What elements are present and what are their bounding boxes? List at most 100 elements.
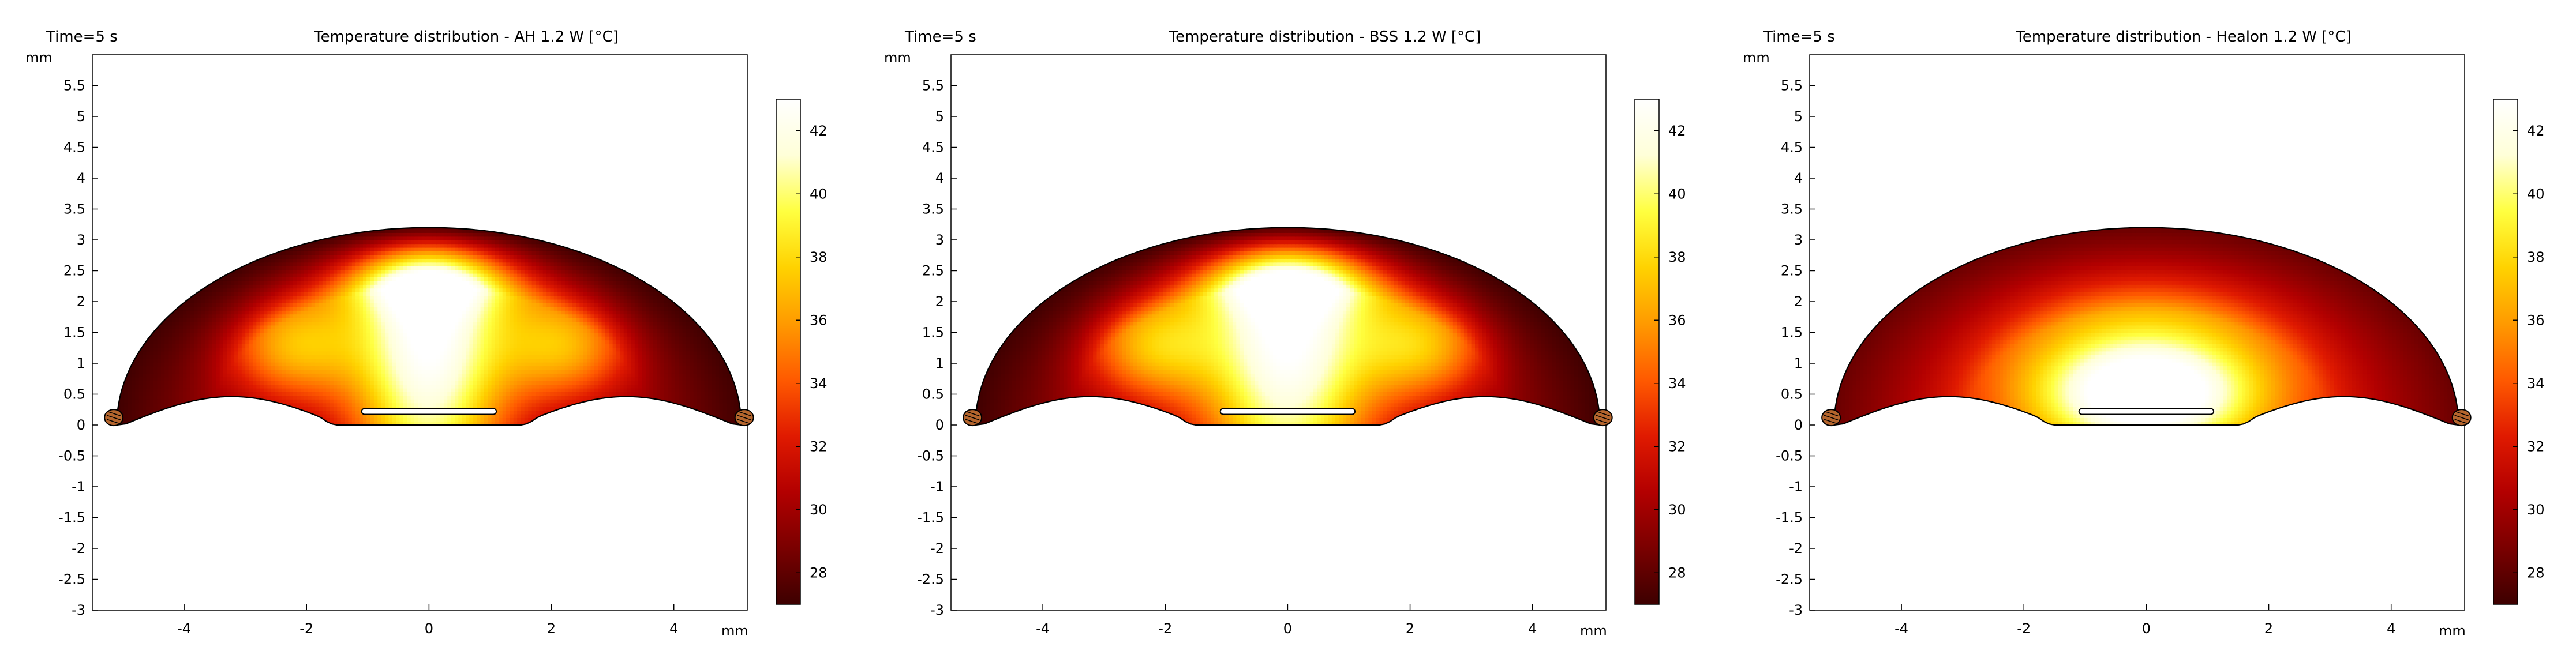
chart-title: Temperature distribution - AH 1.2 W [°C] xyxy=(313,28,619,46)
chart-panel-1: 5.5 5 4.5 4 3.5 3 2.5 2 1.5 1 0.5 0 -0.5 -1 -1.5 -2 -2.5… xyxy=(0,0,859,662)
y-tick-label: -0.5 xyxy=(58,448,85,464)
y-tick-label: 2.5 xyxy=(922,263,944,279)
y-tick-label: 1 xyxy=(935,355,944,371)
y-tick-label: 2 xyxy=(77,294,85,310)
dome-outline xyxy=(1833,227,2459,426)
x-tick-label: -2 xyxy=(2017,620,2031,637)
y-tick-label: -2.5 xyxy=(58,571,85,588)
x-tick-label: -2 xyxy=(1158,620,1172,637)
heater-probe xyxy=(1219,408,1356,415)
y-tick-label: 5 xyxy=(935,108,944,125)
chart-title: Temperature distribution - BSS 1.2 W [°C… xyxy=(1169,28,1481,46)
x-tick-label: 0 xyxy=(2142,620,2151,637)
y-tick-label: 4.5 xyxy=(1781,140,1803,156)
time-label: Time=5 s xyxy=(46,28,118,46)
colorbar xyxy=(1634,99,1660,605)
temperature-field xyxy=(117,227,742,425)
colorbar-tick-label: 28 xyxy=(810,565,828,581)
colorbar-tick-label: 30 xyxy=(810,502,828,518)
y-tick-label: -3 xyxy=(72,602,85,618)
y-unit-label: mm xyxy=(1743,50,1770,66)
x-tick-label: 4 xyxy=(1528,620,1537,637)
x-tick-label: -4 xyxy=(177,620,191,637)
x-tick-label: 0 xyxy=(1283,620,1292,637)
y-tick-label: 1.5 xyxy=(1781,325,1803,341)
y-tick-label: 5 xyxy=(77,108,85,125)
right-port xyxy=(734,409,754,427)
chart-panel-2: 5.5 5 4.5 4 3.5 3 2.5 2 1.5 1 0.5 0 -0.5 -1 -1.5 -2 -2.5… xyxy=(859,0,1717,662)
chart-panel-3: 5.5 5 4.5 4 3.5 3 2.5 2 1.5 1 0.5 0 -0.5 -1 -1.5 -2 -2.5… xyxy=(1717,0,2576,662)
y-unit-label: mm xyxy=(25,50,53,66)
colorbar-tick-label: 42 xyxy=(810,123,828,139)
x-tick-label: -4 xyxy=(1036,620,1050,637)
y-tick-label: 3 xyxy=(935,232,944,248)
y-tick-label: 1 xyxy=(77,355,85,371)
colorbar-tick-label: 32 xyxy=(1668,438,1686,454)
y-tick-label: 2 xyxy=(1794,294,1803,310)
x-tick-label: -2 xyxy=(299,620,313,637)
y-tick-label: 3.5 xyxy=(63,201,85,217)
chart-svg: 5.5 5 4.5 4 3.5 3 2.5 2 1.5 1 0.5 0 -0.5 -1 -1.5 -2 -2.5… xyxy=(25,28,828,639)
y-tick-label: 2.5 xyxy=(63,263,85,279)
colorbar xyxy=(2493,99,2518,605)
colorbar-tick-label: 28 xyxy=(1668,565,1686,581)
y-tick-label: 3.5 xyxy=(922,201,944,217)
colorbar-tick-label: 30 xyxy=(1668,502,1686,518)
y-unit-label: mm xyxy=(884,50,911,66)
colorbar-tick-label: 34 xyxy=(810,375,828,392)
x-tick-label: 2 xyxy=(547,620,556,637)
y-tick-label: 2 xyxy=(935,294,944,310)
heater-probe xyxy=(361,408,497,415)
y-tick-label: 3 xyxy=(1794,232,1803,248)
colorbar xyxy=(776,99,801,605)
colorbar-tick-label: 36 xyxy=(2527,312,2545,328)
y-tick-label: -3 xyxy=(930,602,944,618)
y-tick-label: 1.5 xyxy=(63,325,85,341)
y-tick-label: 4.5 xyxy=(922,140,944,156)
y-tick-label: -1 xyxy=(72,479,85,495)
y-tick-label: -1 xyxy=(1789,479,1803,495)
temperature-field xyxy=(975,227,1600,425)
chart-svg: 5.5 5 4.5 4 3.5 3 2.5 2 1.5 1 0.5 0 -0.5 -1 -1.5 -2 -2.5… xyxy=(1743,28,2545,639)
y-tick-label: -2 xyxy=(1789,540,1803,556)
colorbar-tick-label: 28 xyxy=(2527,565,2545,581)
left-port xyxy=(104,409,124,427)
colorbar-tick-label: 36 xyxy=(1668,312,1686,328)
colorbar-tick-label: 30 xyxy=(2527,502,2545,518)
y-tick-label: -2 xyxy=(72,540,85,556)
y-tick-label: 0 xyxy=(935,417,944,433)
chart-svg: 5.5 5 4.5 4 3.5 3 2.5 2 1.5 1 0.5 0 -0.5 -1 -1.5 -2 -2.5… xyxy=(884,28,1686,639)
x-tick-label: 4 xyxy=(669,620,678,637)
heater-probe xyxy=(2078,408,2215,415)
right-port xyxy=(1593,409,1613,427)
colorbar-tick-label: 40 xyxy=(810,186,828,202)
chart-title: Temperature distribution - Healon 1.2 W … xyxy=(2015,28,2351,46)
y-tick-label: 1.5 xyxy=(922,325,944,341)
colorbar-tick-label: 34 xyxy=(1668,375,1686,392)
y-tick-label: -1.5 xyxy=(1776,510,1803,526)
y-tick-label: -1.5 xyxy=(917,510,944,526)
colorbar-tick-label: 32 xyxy=(2527,438,2545,454)
y-tick-label: 2.5 xyxy=(1781,263,1803,279)
y-tick-label: 4 xyxy=(935,170,944,186)
y-tick-label: -1.5 xyxy=(58,510,85,526)
colorbar-tick-label: 42 xyxy=(2527,123,2545,139)
y-tick-label: 3.5 xyxy=(1781,201,1803,217)
colorbar-tick-label: 38 xyxy=(2527,249,2545,265)
y-tick-label: -3 xyxy=(1789,602,1803,618)
colorbar-tick-label: 32 xyxy=(810,438,828,454)
y-tick-label: 3 xyxy=(77,232,85,248)
x-tick-label: 4 xyxy=(2387,620,2395,637)
dome-outline xyxy=(975,227,1601,426)
y-tick-label: 1 xyxy=(1794,355,1803,371)
colorbar-tick-label: 40 xyxy=(2527,186,2545,202)
colorbar-tick-label: 38 xyxy=(810,249,828,265)
y-tick-label: 4 xyxy=(77,170,85,186)
colorbar-tick-label: 42 xyxy=(1668,123,1686,139)
x-unit-label: mm xyxy=(721,623,748,639)
y-tick-label: 0.5 xyxy=(63,386,85,403)
x-tick-label: 0 xyxy=(425,620,433,637)
colorbar-tick-label: 40 xyxy=(1668,186,1686,202)
x-tick-label: 2 xyxy=(2264,620,2273,637)
x-unit-label: mm xyxy=(1580,623,1607,639)
